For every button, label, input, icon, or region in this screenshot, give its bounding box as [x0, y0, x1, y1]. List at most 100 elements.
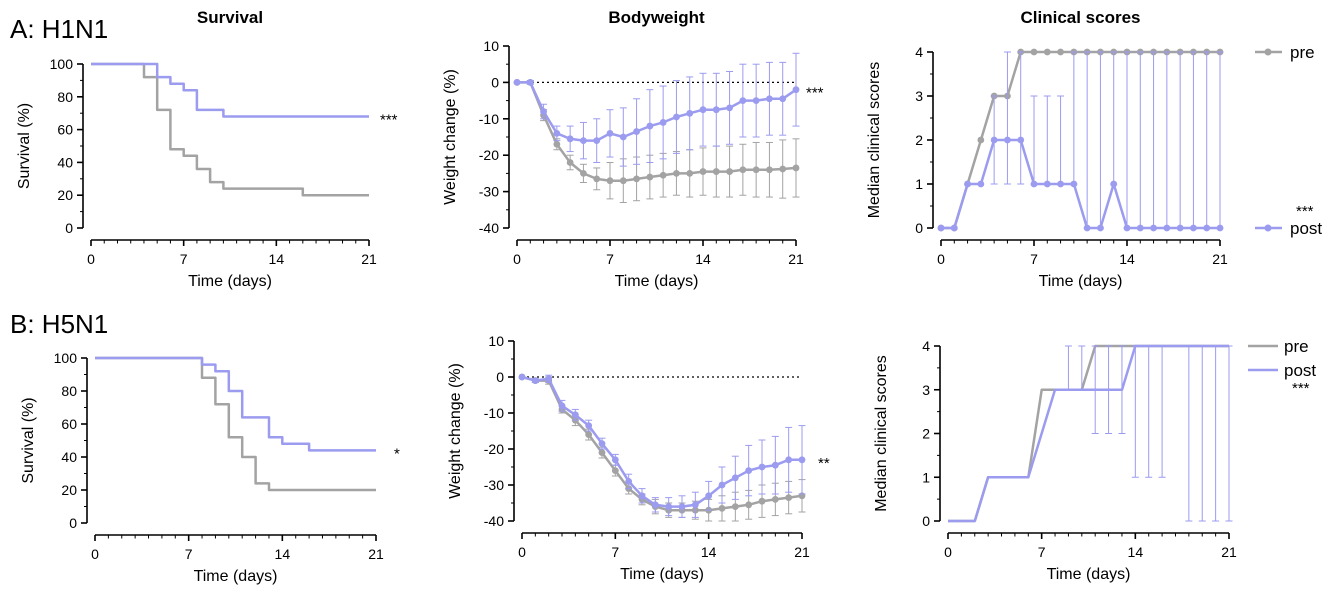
x-tick-label: 7 [611, 544, 619, 560]
data-point [1017, 136, 1025, 144]
data-point [1057, 48, 1064, 56]
y-tick-label: -30 [484, 477, 504, 493]
x-tick-label: 14 [695, 251, 711, 267]
data-point [1123, 224, 1131, 232]
data-point [593, 137, 601, 145]
data-point [798, 456, 806, 464]
series-line [91, 62, 369, 197]
x-tick-label: 14 [275, 546, 291, 562]
y-axis-label: Median clinical scores [866, 62, 883, 219]
series-post [518, 373, 806, 518]
x-axis-label: Time (days) [188, 273, 272, 290]
data-point [638, 492, 646, 500]
data-point [950, 224, 958, 232]
data-point [771, 496, 779, 503]
data-point [665, 503, 673, 510]
x-tick-label: 21 [794, 544, 810, 560]
data-point [686, 170, 694, 177]
y-tick-label: -20 [479, 147, 499, 163]
y-tick-label: 2 [915, 132, 923, 148]
data-point [731, 503, 739, 510]
data-point [726, 168, 733, 175]
data-point [771, 461, 779, 469]
y-tick-label: 3 [915, 88, 923, 104]
significance-label: ** [818, 455, 830, 472]
data-point [606, 129, 614, 137]
x-tick-label: 0 [937, 251, 945, 267]
chart-title: Bodyweight [608, 8, 705, 27]
chart-title: Survival [197, 8, 263, 27]
y-tick-label: -40 [479, 220, 499, 236]
x-tick-label: 21 [1221, 544, 1237, 560]
data-point [625, 478, 633, 485]
data-point [566, 159, 574, 166]
chart-B-clinical: 0 7 14 21 0 1 2 3 4 Time (days) Median clinical sc… [873, 338, 1237, 583]
data-point [718, 505, 726, 512]
data-point [571, 411, 579, 419]
series-line [948, 344, 1229, 523]
chart-A-survival: Survival 0 7 14 21 0 20 40 60 80 100 Time (days) Sur… [16, 8, 398, 290]
x-tick-label: 7 [185, 546, 193, 562]
y-tick-label: 40 [61, 449, 77, 465]
data-point [691, 501, 699, 509]
data-point [545, 375, 553, 383]
y-axis-label: Survival (%) [20, 397, 37, 483]
data-point [553, 140, 561, 148]
x-tick-label: 0 [91, 546, 99, 562]
x-tick-label: 7 [180, 251, 188, 267]
series-post [937, 51, 1224, 232]
x-tick-label: 21 [788, 251, 804, 267]
legend-b-significance: *** [1292, 380, 1310, 397]
axes [508, 46, 796, 241]
y-tick-label: -10 [479, 111, 499, 127]
data-point [758, 463, 766, 471]
x-axis-label: Time (days) [194, 568, 278, 585]
data-point [1030, 180, 1038, 188]
data-point [585, 422, 593, 429]
y-axis-label: Survival (%) [16, 103, 33, 189]
series-post [91, 62, 369, 118]
chart-title: Clinical scores [1020, 8, 1140, 27]
y-tick-label: 80 [57, 89, 73, 105]
data-point [1163, 224, 1171, 232]
data-point [990, 136, 998, 144]
y-tick-label: 4 [922, 338, 930, 354]
data-point [1030, 48, 1038, 56]
legend-a-significance: *** [1296, 203, 1314, 220]
data-point [766, 95, 773, 103]
data-point [977, 136, 985, 144]
y-tick-label: -10 [484, 405, 504, 421]
data-point [699, 168, 707, 175]
significance-label: * [394, 445, 400, 462]
x-tick-label: 14 [701, 544, 717, 560]
data-point [964, 180, 971, 188]
chart-B-survival: 0 7 14 21 0 20 40 60 80 100 Time (days) Survival (%… [20, 350, 400, 585]
data-point [619, 133, 627, 141]
data-point [779, 95, 787, 103]
y-axis-label: Median clinical scores [873, 355, 890, 512]
data-point [518, 373, 526, 381]
data-point [1004, 136, 1011, 144]
y-tick-label: 20 [57, 187, 73, 203]
data-point [651, 501, 659, 509]
y-tick-label: 4 [915, 44, 923, 60]
y-tick-label: 1 [915, 176, 923, 192]
chart-A-clinical: Clinical scores 0 7 14 21 0 1 2 3 4 Time (days) Med… [866, 8, 1228, 290]
data-point [792, 164, 800, 172]
legend-a-pre-label: pre [1290, 43, 1315, 62]
data-point [619, 177, 627, 185]
data-point [513, 79, 521, 86]
data-point [558, 402, 566, 410]
y-axis-label: Weight change (%) [442, 69, 459, 205]
data-point [1097, 224, 1104, 232]
y-axis-label: Weight change (%) [447, 363, 464, 499]
chart-B-bodyweight: 0 7 14 21 -40 -30 -20 -10 0 10 Time (days) Weight c… [447, 333, 830, 583]
series-line [948, 344, 1229, 523]
data-point [726, 104, 733, 112]
y-tick-label: 3 [922, 382, 930, 398]
data-point [699, 106, 707, 114]
y-tick-label: 2 [922, 426, 930, 442]
series-post [948, 344, 1233, 523]
data-point [606, 177, 614, 185]
